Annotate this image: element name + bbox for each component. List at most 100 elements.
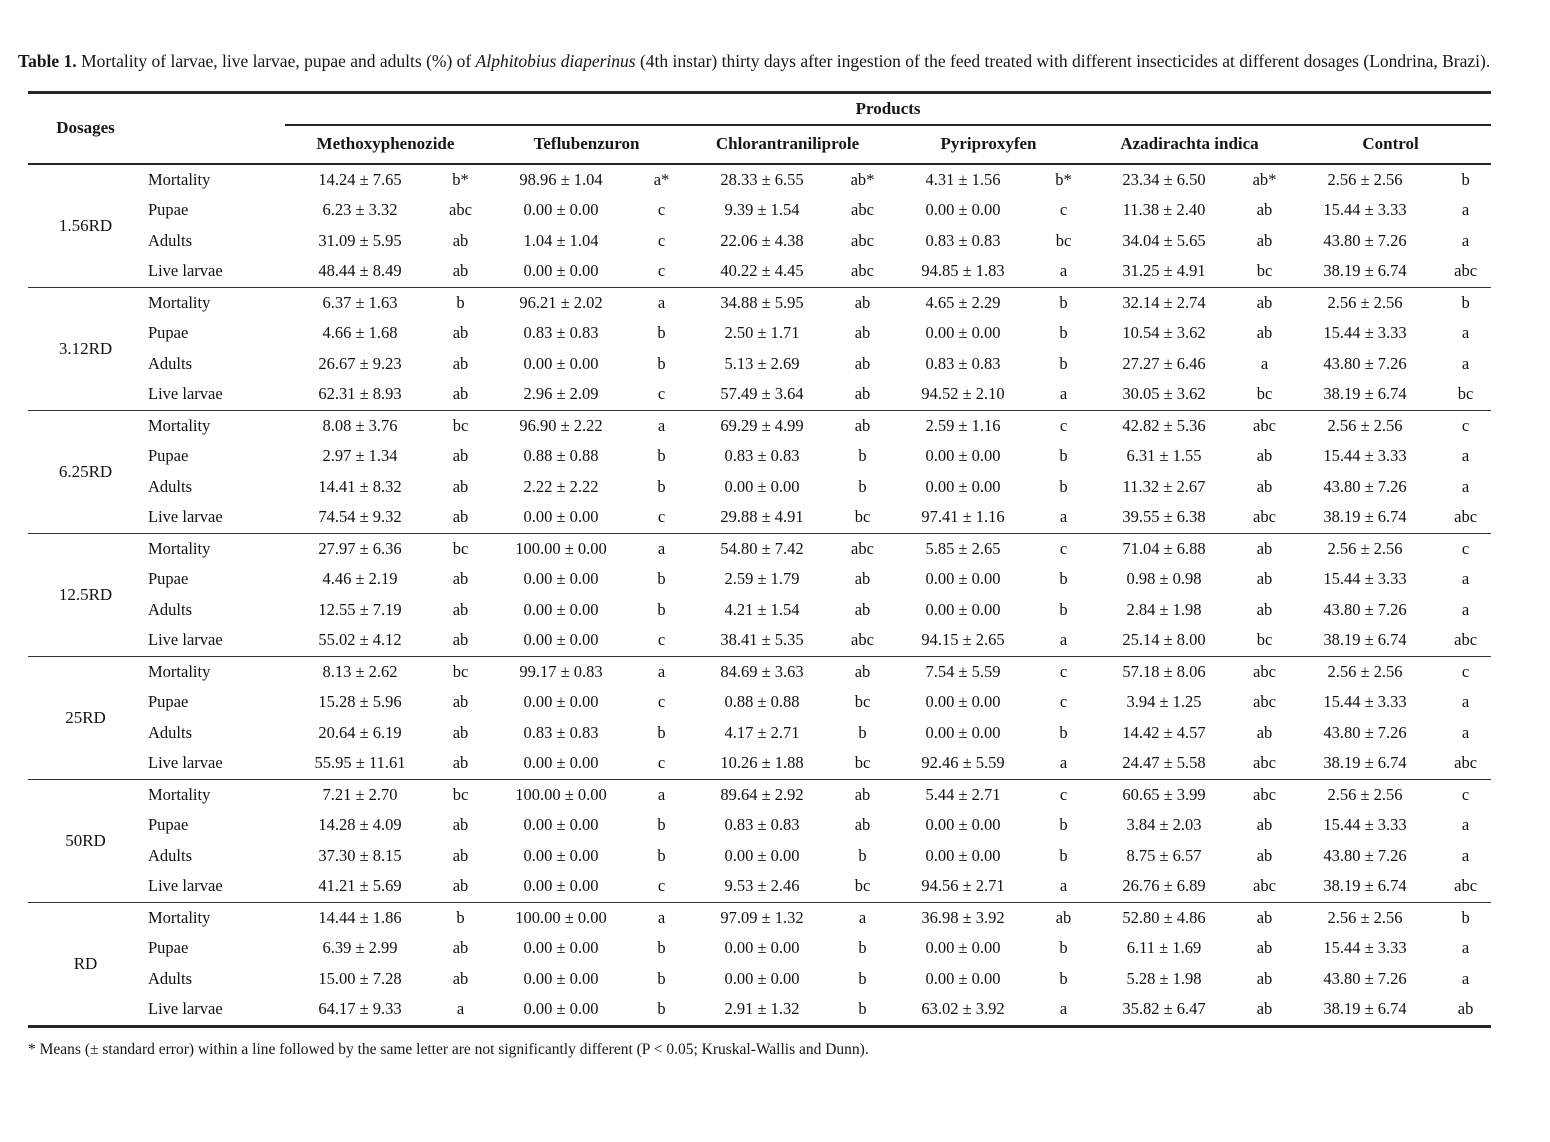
mean-se-value-cell: 15.44 ± 3.33 (1323, 692, 1407, 712)
mean-se-value-cell: 26.76 ± 6.89 (1122, 876, 1206, 896)
significance-letter-cell: abc (1239, 409, 1290, 442)
significance-letter-cell: bc (1055, 230, 1072, 250)
mean-se-value-cell: 5.28 ± 1.98 (1126, 968, 1202, 988)
mean-se-value-cell: 92.46 ± 5.59 (921, 753, 1005, 773)
significance-letter-cell: b (1059, 476, 1068, 496)
significance-letter-cell: a (1461, 200, 1470, 220)
mean-se-value-cell: 98.96 ± 1.04 (519, 169, 603, 189)
mean-se-value-cell: 25.14 ± 8.00 (1122, 630, 1206, 650)
mean-se-value-cell: 2.56 ± 2.56 (1290, 655, 1440, 688)
significance-letter-cell: a (636, 286, 687, 319)
caption-text-1: Mortality of larvae, live larvae, pupae … (76, 51, 476, 71)
mean-se-value-cell: 1.04 ± 1.04 (523, 230, 599, 250)
mean-se-value-cell: 97.41 ± 1.16 (921, 507, 1005, 527)
mean-se-value-cell: 10.54 ± 3.62 (1122, 323, 1206, 343)
row-label: Live larvae (148, 753, 223, 773)
mean-se-value-cell: 3.94 ± 1.25 (1126, 692, 1202, 712)
row-label: Mortality (143, 655, 285, 688)
table-row: 6.25RD Mortality 8.08 ± 3.76 bc 96.90 ± 2.22… (28, 409, 1492, 534)
mean-se-value-cell: 37.30 ± 8.15 (318, 845, 402, 865)
row-label: Adults (148, 845, 193, 865)
row-label: Adults (148, 476, 193, 496)
mean-se-value-cell: 27.97 ± 6.36 (285, 532, 435, 565)
row-label: Live larvae (148, 876, 223, 896)
mean-se-value-cell: 54.80 ± 7.42 (687, 532, 837, 565)
mean-se-value-cell: 0.83 ± 0.83 (724, 446, 800, 466)
mean-se-value-cell: 0.00 ± 0.00 (925, 938, 1001, 958)
product-column-header: Chlorantraniliprole (687, 124, 888, 165)
mean-se-value-cell: 0.00 ± 0.00 (523, 200, 599, 220)
mean-se-value-cell: 31.25 ± 4.91 (1122, 261, 1206, 281)
mean-se-value-cell: 100.00 ± 0.00 (486, 532, 636, 565)
table-row: Adults 26.67 ± 9.23 ab 0.00 ± 0.00 b 5.13 ± 2… (28, 349, 1491, 380)
significance-letter-cell: c (657, 876, 666, 896)
mean-se-value-cell: 0.00 ± 0.00 (523, 569, 599, 589)
mean-se-value-cell: 99.17 ± 0.83 (486, 655, 636, 688)
mean-se-value-cell: 0.83 ± 0.83 (724, 815, 800, 835)
mean-se-value-cell: 7.54 ± 5.59 (888, 655, 1038, 688)
mean-se-value-cell: 34.88 ± 5.95 (687, 286, 837, 319)
significance-letter-cell: b (858, 968, 867, 988)
mean-se-value-cell: 14.44 ± 1.86 (285, 901, 435, 934)
mean-se-value-cell: 40.22 ± 4.45 (720, 261, 804, 281)
dosage-cell: 12.5RD (28, 532, 143, 657)
significance-letter-cell: ab (837, 409, 888, 442)
mean-se-value-cell: 15.44 ± 3.33 (1323, 446, 1407, 466)
table-row: Adults 37.30 ± 8.15 ab 0.00 ± 0.00 b 0.00 ± 0… (28, 841, 1491, 872)
mean-se-value-cell: 2.56 ± 2.56 (1290, 532, 1440, 565)
table-row: Live larvae 74.54 ± 9.32 ab 0.00 ± 0.00 c 29.… (28, 502, 1491, 533)
significance-letter-cell: ab (1239, 901, 1290, 934)
significance-letter-cell: c (657, 753, 666, 773)
mean-se-value-cell: 14.42 ± 4.57 (1122, 722, 1206, 742)
mean-se-value-cell: 31.09 ± 5.95 (318, 230, 402, 250)
table-row: Adults 12.55 ± 7.19 ab 0.00 ± 0.00 b 4.21 ± 1… (28, 595, 1491, 626)
significance-letter-cell: b (657, 968, 666, 988)
mean-se-value-cell: 64.17 ± 9.33 (318, 999, 402, 1019)
mean-se-value-cell: 69.29 ± 4.99 (687, 409, 837, 442)
mean-se-value-cell: 15.44 ± 3.33 (1323, 938, 1407, 958)
product-column-header: Teflubenzuron (486, 124, 687, 165)
mean-se-value-cell: 14.28 ± 4.09 (318, 815, 402, 835)
mean-se-value-cell: 2.50 ± 1.71 (724, 323, 800, 343)
dosage-block: 12.5RD Mortality 27.97 ± 6.36 bc 100.00 ± 0.… (28, 532, 1492, 657)
dosages-column-header: Dosages (28, 92, 143, 165)
significance-letter-cell: ab (452, 261, 469, 281)
significance-letter-cell: abc (851, 261, 874, 281)
significance-letter-cell: abc (1253, 507, 1276, 527)
mean-se-value-cell: 48.44 ± 8.49 (318, 261, 402, 281)
significance-letter-cell: abc (449, 200, 472, 220)
significance-letter-cell: ab (452, 476, 469, 496)
significance-letter-cell: abc (1454, 876, 1478, 896)
significance-letter-cell: abc (837, 532, 888, 565)
mean-se-value-cell: 2.91 ± 1.32 (724, 999, 800, 1019)
significance-letter-cell: a (1461, 599, 1470, 619)
significance-letter-cell: ab (452, 968, 469, 988)
significance-letter-cell: abc (1253, 876, 1276, 896)
significance-letter-cell: c (1440, 655, 1492, 688)
significance-letter-cell: b (1440, 901, 1492, 934)
significance-letter-cell: b (657, 353, 666, 373)
mean-se-value-cell: 0.00 ± 0.00 (724, 938, 800, 958)
significance-letter-cell: ab (452, 230, 469, 250)
mean-se-value-cell: 43.80 ± 7.26 (1323, 968, 1407, 988)
significance-letter-cell: c (1440, 778, 1492, 811)
row-label: Live larvae (148, 261, 223, 281)
significance-letter-cell: a (636, 409, 687, 442)
mean-se-value-cell: 4.66 ± 1.68 (322, 323, 398, 343)
dosage-cell: 25RD (28, 655, 143, 780)
significance-letter-cell: abc (1454, 261, 1478, 281)
significance-letter-cell: b (1059, 938, 1068, 958)
significance-letter-cell: b (1059, 446, 1068, 466)
significance-letter-cell: c (1440, 409, 1492, 442)
significance-letter-cell: a (1059, 261, 1068, 281)
mean-se-value-cell: 29.88 ± 4.91 (720, 507, 804, 527)
significance-letter-cell: a (1059, 630, 1068, 650)
mean-se-value-cell: 0.00 ± 0.00 (523, 630, 599, 650)
mean-se-value-cell: 38.19 ± 6.74 (1323, 753, 1407, 773)
mean-se-value-cell: 0.00 ± 0.00 (925, 692, 1001, 712)
significance-letter-cell: ab (854, 599, 871, 619)
significance-letter-cell: c (657, 692, 666, 712)
mean-se-value-cell: 43.80 ± 7.26 (1323, 722, 1407, 742)
significance-letter-cell: ab (452, 384, 469, 404)
mean-se-value-cell: 15.44 ± 3.33 (1323, 815, 1407, 835)
